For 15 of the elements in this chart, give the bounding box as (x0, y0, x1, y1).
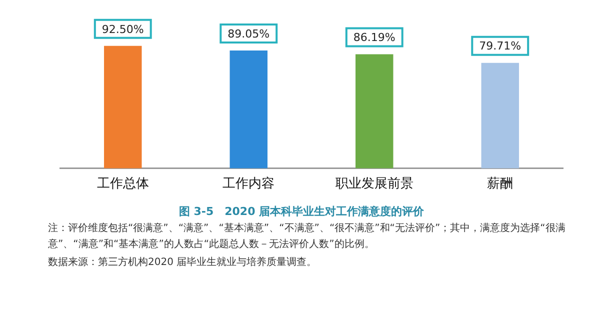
bar (481, 62, 519, 168)
text: 注：评价维度包括“很满意”、“满意”、“基本满意”、“不满意”、“很不满意”和“无法评价”；其中，满意度为选择“很满意”、“满意”和“基本满意”的人数占“此题总人数－无法评价人数”的比例。 (47, 222, 566, 252)
data-label: 86.19% (353, 31, 396, 44)
bar (230, 50, 268, 168)
x-tick-label: 薪酬 (487, 176, 514, 192)
bar (356, 54, 394, 168)
x-tick-label: 职业发展前景 (335, 176, 414, 192)
data-label: 89.05% (228, 27, 270, 40)
bar (104, 46, 142, 168)
data-label: 92.50% (102, 22, 144, 36)
x-tick-label: 工作内容 (222, 176, 275, 192)
data-label: 79.71% (479, 40, 522, 53)
text: 图 3-5 2020 届本科毕业生对工作满意度的评价 (178, 204, 426, 219)
source-note: 数据来源：第三方机构2020 届毕业生就业与培养质量调查。 (47, 256, 318, 270)
x-tick-label: 工作总体 (96, 176, 149, 192)
